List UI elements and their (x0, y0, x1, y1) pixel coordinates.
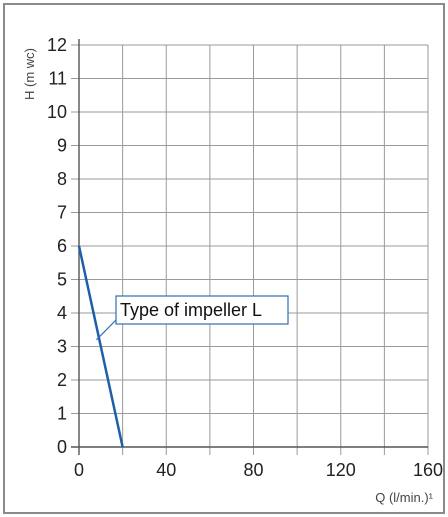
axes (71, 39, 428, 455)
callout-leader-line (96, 319, 117, 341)
x-axis-title: Q (l/min.)¹ (375, 490, 433, 505)
y-tick-label: 7 (57, 203, 67, 223)
y-axis-title: H (m wc) (22, 48, 37, 100)
y-tick-label: 8 (57, 169, 67, 189)
grid (71, 44, 429, 455)
x-tick-label: 120 (326, 460, 356, 480)
x-tick-label: 80 (243, 460, 263, 480)
x-tick-label: 40 (156, 460, 176, 480)
annotations: Type of impeller L (96, 295, 289, 341)
y-tick-label: 9 (57, 136, 67, 156)
callout-label: Type of impeller L (120, 300, 262, 320)
y-tick-label: 1 (57, 404, 67, 424)
y-tick-label: 3 (57, 337, 67, 357)
x-tick-label: 160 (413, 460, 443, 480)
callout-box (115, 295, 289, 325)
y-tick-label: 10 (47, 102, 67, 122)
y-tick-label: 5 (57, 270, 67, 290)
series-layer (77, 245, 124, 448)
series-line (77, 245, 124, 448)
y-tick-label: 2 (57, 370, 67, 390)
y-tick-label: 4 (57, 303, 67, 323)
x-tick-label: 0 (74, 460, 84, 480)
y-tick-label: 6 (57, 236, 67, 256)
y-tick-label: 0 (57, 437, 67, 457)
y-tick-label: 11 (48, 69, 67, 89)
chart-frame (3, 3, 445, 514)
y-tick-label: 12 (47, 35, 67, 55)
